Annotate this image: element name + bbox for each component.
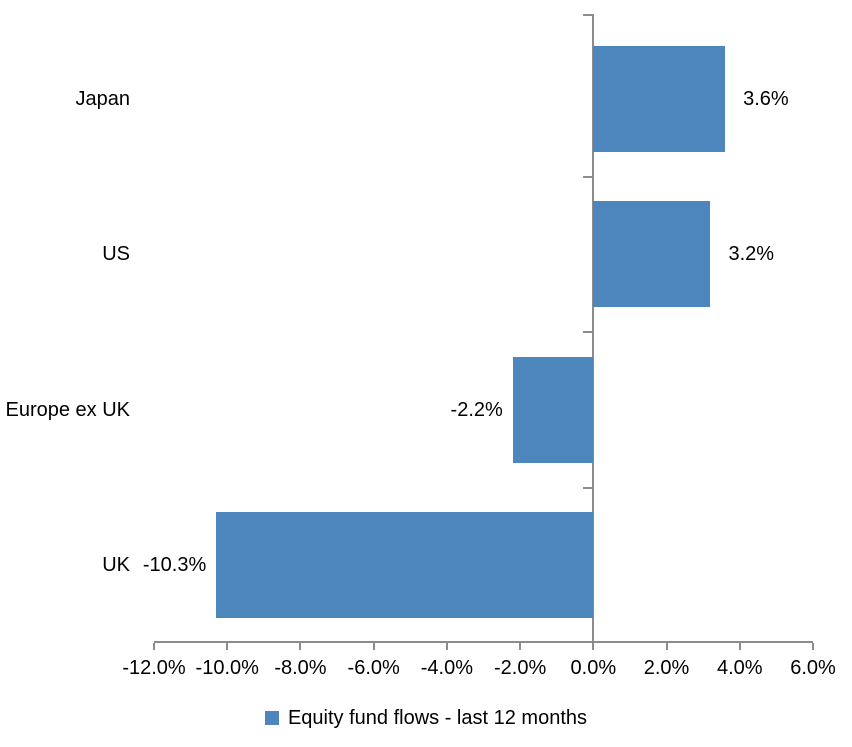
category-tick (583, 486, 593, 489)
x-axis-tick (519, 643, 522, 650)
x-axis-tick (592, 643, 595, 650)
category-label: US (102, 243, 130, 266)
bar-uk (216, 512, 594, 619)
x-axis-line (154, 641, 813, 643)
x-axis-tick (812, 643, 814, 650)
x-tick-label: 6.0% (790, 657, 836, 679)
x-axis-tick (153, 643, 155, 650)
x-tick-label: -8.0% (274, 657, 327, 679)
x-tick-label: 2.0% (643, 657, 690, 679)
x-axis-tick (445, 643, 448, 650)
x-axis-tick (226, 643, 229, 650)
data-label: -2.2% (450, 398, 503, 421)
x-axis-tick (299, 643, 302, 650)
y-axis-line (592, 14, 595, 650)
category-label: UK (102, 554, 130, 577)
bar-europe-ex-uk (512, 356, 594, 463)
x-axis-tick (665, 643, 668, 650)
x-tick-label: 4.0% (716, 657, 763, 679)
legend-label: Equity fund flows - last 12 months (287, 706, 588, 729)
x-tick-label: -6.0% (347, 657, 400, 679)
x-tick-label: -10.0% (195, 657, 259, 679)
category-tick (583, 175, 593, 178)
x-tick-label: -2.0% (493, 657, 547, 679)
legend: Equity fund flows - last 12 months (0, 703, 852, 733)
x-axis-tick (738, 643, 741, 650)
category-tick (583, 331, 593, 333)
data-label: 3.6% (743, 87, 789, 110)
x-tick-label: -4.0% (420, 657, 473, 679)
x-tick-label: 0.0% (570, 657, 617, 679)
legend-swatch-icon (264, 711, 279, 725)
x-axis-tick (372, 643, 375, 650)
data-label: -10.3% (142, 554, 207, 577)
data-label: 3.2% (728, 243, 775, 266)
category-tick (583, 14, 593, 16)
bar-japan (593, 45, 726, 152)
bar-us (593, 201, 711, 308)
category-label: Europe ex UK (5, 398, 130, 421)
category-label: Japan (75, 87, 131, 110)
x-tick-label: -12.0% (122, 657, 186, 679)
